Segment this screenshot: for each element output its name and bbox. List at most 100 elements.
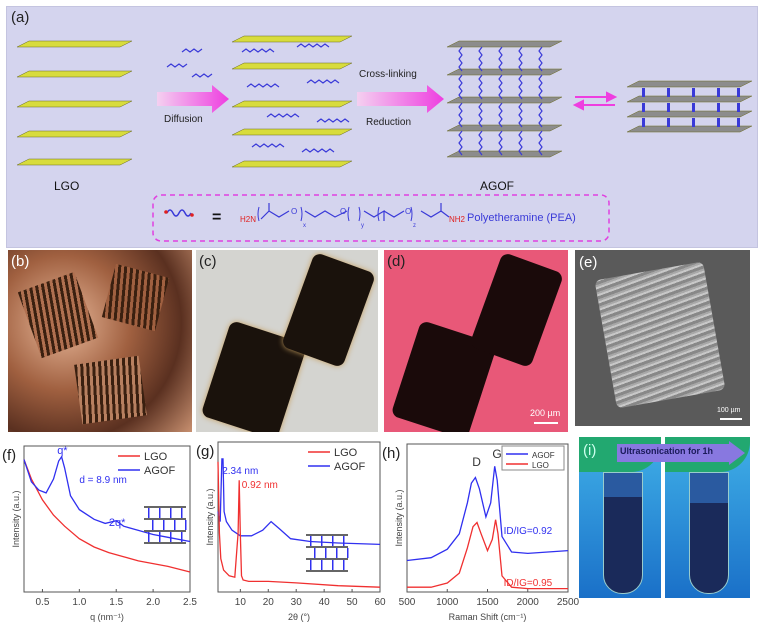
crosslinking-label: Cross-linking — [359, 69, 417, 80]
legend-label: LGO — [532, 461, 549, 470]
graphene-sheet — [626, 110, 753, 118]
legend-label: AGOF — [334, 461, 365, 473]
pea-chain — [458, 130, 463, 156]
pea-chain — [538, 74, 543, 100]
pea-chain — [498, 130, 503, 156]
pea-chain — [246, 83, 280, 88]
panel-label: (h) — [382, 445, 400, 462]
inset-crosslink — [343, 536, 345, 546]
inset-sheet — [306, 546, 348, 548]
graphene-sheet — [231, 160, 353, 168]
agof-compressed-stack — [626, 80, 753, 133]
graphene-sheet — [446, 68, 563, 76]
pea-chains — [166, 48, 213, 78]
lgo-stack — [16, 40, 133, 166]
pea-backbone — [260, 203, 450, 221]
series-lgo — [407, 519, 568, 590]
panel-i-before-image: (i) — [579, 437, 661, 598]
equals-sign: = — [212, 209, 221, 226]
inset-crosslink — [185, 520, 187, 530]
scale-bar-label: 200 µm — [530, 408, 561, 418]
pea-chain — [498, 102, 503, 128]
annotation: 0.92 nm — [242, 480, 278, 491]
chart-f: (f) 0.5 1.0 1.5 2.0 2.5 q (nm⁻¹) Intensity (a.u… — [2, 445, 197, 622]
x-tick-label: 30 — [291, 597, 303, 608]
pea-chain — [166, 63, 188, 68]
x-axis-label: Raman Shift (cm⁻¹) — [449, 612, 527, 622]
y-axis-label: Intensity (a.u.) — [394, 489, 404, 546]
inset-crosslink — [310, 536, 312, 546]
legend-label: AGOF — [532, 451, 555, 460]
crosslink — [717, 103, 720, 112]
pea-chain — [498, 46, 503, 72]
pea-chain — [498, 74, 503, 100]
series-agof — [23, 455, 191, 543]
crosslinking-arrow — [357, 85, 444, 113]
panel-i-label: (i) — [583, 442, 597, 459]
scale-bar-label: 100 µm — [717, 407, 741, 414]
inset-crosslink — [332, 536, 334, 546]
pea-chain — [241, 48, 275, 53]
inset-crosslink — [321, 560, 323, 570]
oxygen-atom: O — [405, 207, 411, 216]
inset-crosslink — [181, 508, 183, 518]
x-tick-label: 10 — [235, 597, 247, 608]
graphene-sheet — [231, 62, 353, 70]
inset-sheet — [306, 570, 348, 572]
graphene-sheet — [626, 95, 753, 103]
panel-a: (a) Diffusion Cross-linking Reduction LG… — [6, 6, 758, 248]
chart-g: (g) 10 20 30 40 50 60 2θ (°) Intensity (a.u.) LGO… — [196, 441, 386, 622]
ultrasonication-arrow: Ultrasonication for 1h — [617, 441, 745, 465]
inset-sheet — [144, 542, 186, 544]
x-tick-label: 50 — [347, 597, 359, 608]
subscript-x: x — [303, 223, 306, 229]
graphene-sheet — [16, 100, 133, 108]
x-tick-label: 1.5 — [109, 597, 123, 608]
panel-d-image: (d) 200 µm — [384, 250, 568, 432]
inset-crosslink — [321, 536, 323, 546]
pea-chain — [191, 73, 213, 78]
reduction-label: Reduction — [366, 117, 411, 128]
annotation: 2.34 nm — [222, 466, 258, 477]
ultrasonication-label: Ultrasonication for 1h — [620, 446, 714, 456]
panel-c-image: (c) — [196, 250, 378, 432]
reversible-arrows — [572, 91, 618, 111]
annotation: G — [492, 447, 501, 461]
pea-chain — [518, 102, 523, 128]
crosslink — [737, 88, 740, 97]
pea-chain — [538, 102, 543, 128]
crosslink — [667, 118, 670, 127]
panel-b-label: (b) — [11, 253, 30, 270]
x-tick-label: 2000 — [517, 597, 540, 608]
inset-crosslink — [174, 520, 176, 530]
inset-crosslink — [170, 532, 172, 542]
x-tick-label: 1000 — [436, 597, 459, 608]
x-tick-label: 1500 — [476, 597, 499, 608]
x-tick-label: 0.5 — [35, 597, 49, 608]
crosslink — [737, 103, 740, 112]
pea-chain — [518, 130, 523, 156]
x-tick-label: 40 — [319, 597, 331, 608]
scale-bar — [534, 422, 558, 424]
x-tick-label: 2.0 — [146, 597, 160, 608]
inset-crosslink — [152, 520, 154, 530]
inset-crosslink — [170, 508, 172, 518]
annotation: 2q* — [109, 517, 126, 529]
inset-crosslink — [332, 560, 334, 570]
crosslink — [692, 88, 695, 97]
lgo-label: LGO — [54, 179, 79, 193]
inset-crosslink — [148, 532, 150, 542]
inset-crosslink — [159, 532, 161, 542]
inset-crosslink — [148, 508, 150, 518]
pea-chain — [478, 102, 483, 128]
crosslink — [692, 118, 695, 127]
chain-icon — [166, 209, 192, 217]
graphene-sheet — [446, 150, 563, 158]
panel-c-label: (c) — [199, 253, 217, 270]
inset-crosslink — [159, 508, 161, 518]
chart-h: (h) 500 1000 1500 2000 2500 Raman Shift (cm⁻¹)… — [382, 443, 580, 622]
oxygen-atom: O — [340, 207, 346, 216]
nh2-group: NH2 — [449, 215, 466, 224]
crosslink — [737, 118, 740, 127]
pea-chain — [181, 48, 203, 53]
